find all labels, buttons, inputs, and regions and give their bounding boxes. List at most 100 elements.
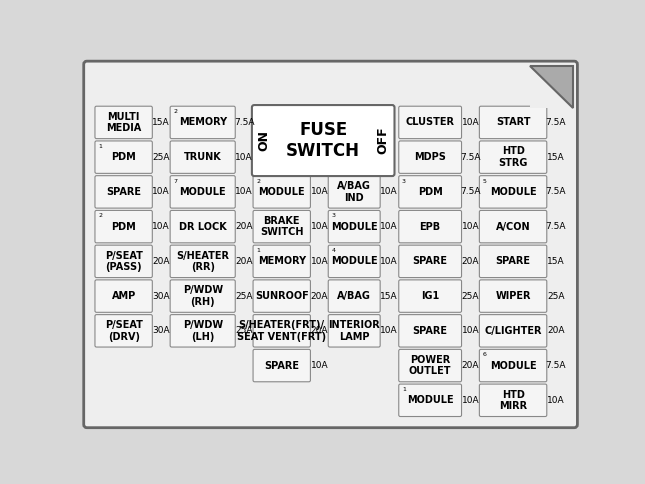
Text: OFF: OFF — [377, 127, 390, 154]
FancyBboxPatch shape — [479, 384, 547, 417]
Text: 20A: 20A — [235, 257, 253, 266]
Text: 7.5A: 7.5A — [234, 118, 254, 127]
FancyBboxPatch shape — [399, 384, 462, 417]
Text: 20A: 20A — [235, 222, 253, 231]
Text: 7.5A: 7.5A — [546, 118, 566, 127]
Text: START: START — [496, 118, 530, 127]
Text: 20A: 20A — [152, 257, 170, 266]
Text: MODULE: MODULE — [331, 257, 377, 266]
FancyBboxPatch shape — [253, 245, 310, 277]
Text: 10A: 10A — [381, 326, 398, 335]
FancyBboxPatch shape — [95, 245, 152, 277]
FancyBboxPatch shape — [399, 176, 462, 208]
Text: HTD
MIRR: HTD MIRR — [499, 390, 527, 411]
Text: BRAKE
SWITCH: BRAKE SWITCH — [260, 216, 304, 238]
Text: P/WDW
(LH): P/WDW (LH) — [183, 320, 223, 342]
Text: SUNROOF: SUNROOF — [255, 291, 308, 301]
Text: 7.5A: 7.5A — [546, 222, 566, 231]
FancyBboxPatch shape — [399, 211, 462, 243]
Text: P/WDW
(RH): P/WDW (RH) — [183, 285, 223, 307]
Text: 15A: 15A — [381, 291, 398, 301]
Text: 6: 6 — [482, 352, 486, 357]
Text: MEMORY: MEMORY — [257, 257, 306, 266]
Text: MODULE: MODULE — [490, 361, 537, 371]
Text: 4: 4 — [332, 248, 335, 253]
FancyBboxPatch shape — [170, 245, 235, 277]
FancyBboxPatch shape — [328, 211, 380, 243]
Text: S/HEATER
(RR): S/HEATER (RR) — [176, 251, 229, 272]
Text: 20A: 20A — [547, 326, 564, 335]
Text: 3: 3 — [332, 213, 335, 218]
FancyBboxPatch shape — [253, 280, 310, 312]
Text: P/SEAT
(DRV): P/SEAT (DRV) — [104, 320, 143, 342]
Text: 10A: 10A — [235, 187, 253, 197]
Text: 25A: 25A — [235, 291, 253, 301]
Text: S/HEATER(FRT)/
SEAT VENT(FRT): S/HEATER(FRT)/ SEAT VENT(FRT) — [237, 320, 326, 342]
Text: 10A: 10A — [462, 118, 479, 127]
FancyBboxPatch shape — [84, 61, 577, 428]
Text: 1: 1 — [402, 387, 406, 392]
Text: 10A: 10A — [310, 257, 328, 266]
Text: 10A: 10A — [310, 187, 328, 197]
FancyBboxPatch shape — [95, 280, 152, 312]
FancyBboxPatch shape — [253, 211, 310, 243]
Text: 30A: 30A — [152, 291, 170, 301]
Text: MODULE: MODULE — [331, 222, 377, 232]
Text: 1: 1 — [256, 248, 260, 253]
Text: MODULE: MODULE — [490, 187, 537, 197]
FancyBboxPatch shape — [328, 176, 380, 208]
Text: 3: 3 — [402, 179, 406, 184]
Text: WIPER: WIPER — [495, 291, 531, 301]
FancyBboxPatch shape — [95, 106, 152, 138]
Text: 10A: 10A — [462, 396, 479, 405]
Text: SPARE: SPARE — [413, 326, 448, 336]
FancyBboxPatch shape — [479, 176, 547, 208]
Text: 10A: 10A — [310, 222, 328, 231]
Text: 2: 2 — [174, 109, 177, 114]
Text: 7.5A: 7.5A — [460, 187, 481, 197]
FancyBboxPatch shape — [170, 141, 235, 173]
Text: MDPS: MDPS — [414, 152, 446, 162]
FancyBboxPatch shape — [399, 141, 462, 173]
Text: 5: 5 — [482, 179, 486, 184]
FancyBboxPatch shape — [253, 349, 310, 382]
Text: AMP: AMP — [112, 291, 135, 301]
FancyBboxPatch shape — [399, 280, 462, 312]
FancyBboxPatch shape — [170, 106, 235, 138]
Text: 7: 7 — [174, 179, 177, 184]
Text: 15A: 15A — [547, 257, 564, 266]
Text: 30A: 30A — [152, 326, 170, 335]
FancyBboxPatch shape — [399, 315, 462, 347]
Text: 25A: 25A — [235, 326, 253, 335]
Text: FUSE
SWITCH: FUSE SWITCH — [286, 121, 360, 160]
Text: 15A: 15A — [547, 152, 564, 162]
FancyBboxPatch shape — [170, 280, 235, 312]
Text: 10A: 10A — [462, 222, 479, 231]
Text: SPARE: SPARE — [264, 361, 299, 371]
FancyBboxPatch shape — [479, 280, 547, 312]
Text: CLUSTER: CLUSTER — [406, 118, 455, 127]
Text: SPARE: SPARE — [495, 257, 531, 266]
FancyBboxPatch shape — [253, 176, 310, 208]
Text: EPB: EPB — [420, 222, 441, 232]
Text: SPARE: SPARE — [106, 187, 141, 197]
Text: 10A: 10A — [310, 361, 328, 370]
FancyBboxPatch shape — [479, 106, 547, 138]
Text: SPARE: SPARE — [413, 257, 448, 266]
FancyBboxPatch shape — [95, 176, 152, 208]
Text: 10A: 10A — [381, 257, 398, 266]
Text: MODULE: MODULE — [259, 187, 305, 197]
FancyBboxPatch shape — [479, 349, 547, 382]
Text: INTERIOR
LAMP: INTERIOR LAMP — [328, 320, 380, 342]
Text: 25A: 25A — [547, 291, 564, 301]
Text: MODULE: MODULE — [407, 395, 453, 405]
FancyBboxPatch shape — [399, 245, 462, 277]
Text: 25A: 25A — [152, 152, 170, 162]
Text: A/BAG: A/BAG — [337, 291, 371, 301]
FancyBboxPatch shape — [95, 315, 152, 347]
Text: IG1: IG1 — [421, 291, 439, 301]
FancyBboxPatch shape — [479, 141, 547, 173]
FancyBboxPatch shape — [95, 211, 152, 243]
Text: 7.5A: 7.5A — [546, 187, 566, 197]
Text: 2: 2 — [98, 213, 102, 218]
